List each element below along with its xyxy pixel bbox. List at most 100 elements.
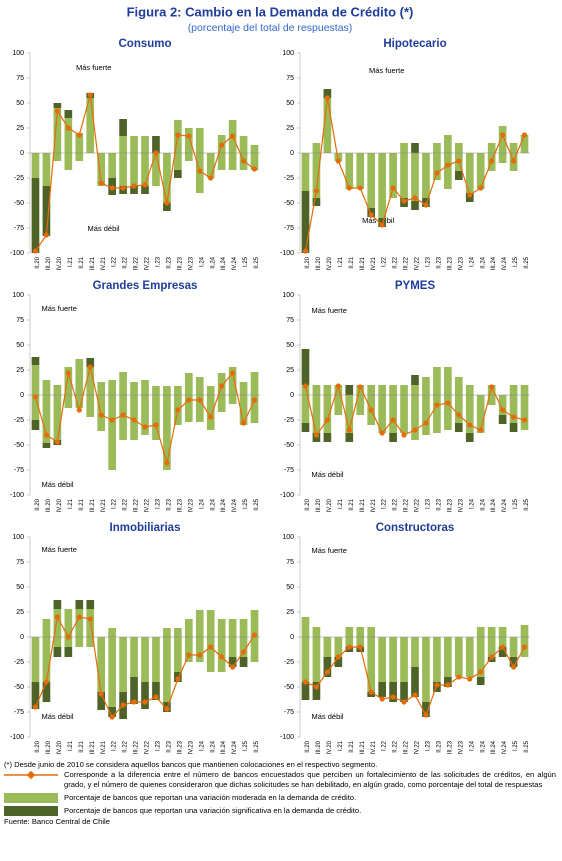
bar-moderate-up [509, 385, 518, 395]
legend-moderate-swatch [4, 793, 58, 803]
bar-moderate-down [400, 395, 408, 433]
net-marker [489, 384, 495, 390]
bar-moderate-up [228, 367, 237, 395]
x-tick-label: I.23 [156, 498, 162, 509]
bar-moderate-up [239, 136, 248, 153]
y-tick-label: 0 [290, 150, 294, 157]
net-marker [208, 414, 214, 420]
bar-moderate-down [31, 153, 40, 178]
x-tick-label: I.24 [469, 256, 475, 267]
net-marker [87, 616, 93, 622]
bar-significant-up [411, 143, 419, 153]
y-tick-label: 75 [16, 559, 24, 566]
bar-moderate-down [444, 395, 452, 430]
bar-moderate-up [108, 380, 116, 395]
y-tick-label: -75 [14, 467, 24, 474]
net-marker [478, 427, 484, 433]
x-tick-label: I.21 [68, 498, 74, 509]
x-tick-label: III.20 [46, 498, 52, 512]
bar-moderate-up [53, 609, 62, 637]
bar-moderate-up [239, 619, 248, 637]
x-tick-label: II.23 [166, 498, 172, 510]
bar-moderate-up [520, 135, 529, 153]
x-tick-label: I.23 [426, 256, 432, 267]
bar-moderate-up [433, 367, 441, 395]
y-tick-label: 25 [16, 125, 24, 132]
x-tick-label: III.21 [90, 740, 96, 754]
bar-moderate-down [312, 637, 321, 682]
bar-moderate-up [400, 143, 408, 153]
net-marker [54, 108, 60, 114]
bar-moderate-down [130, 153, 138, 186]
bar-moderate-down [411, 153, 419, 201]
x-tick-label: III.24 [221, 498, 227, 512]
legend-marker [26, 770, 36, 780]
net-marker [445, 682, 451, 688]
x-tick-label: I.25 [243, 256, 249, 267]
net-marker [302, 679, 309, 685]
x-tick-label: I.25 [243, 740, 249, 751]
annotation-weak: Más débil [42, 712, 74, 721]
x-tick-label: IV.21 [371, 740, 377, 754]
bar-moderate-down [334, 637, 343, 657]
x-tick-label: III.20 [316, 498, 322, 512]
x-tick-label: I.24 [199, 498, 205, 509]
x-tick-label: II.20 [35, 740, 41, 752]
bars [31, 93, 259, 253]
y-tick-label: -25 [284, 175, 294, 182]
bar-moderate-up [130, 382, 138, 395]
x-tick-label: II.21 [349, 256, 355, 268]
net-marker [521, 417, 528, 423]
net-marker [76, 132, 82, 138]
net-marker [240, 649, 247, 655]
x-tick-label: II.23 [436, 256, 442, 268]
y-tick-label: 0 [20, 150, 24, 157]
x-tick-label: IV.23 [188, 740, 194, 754]
bar-moderate-up [465, 385, 474, 395]
bar-moderate-down [389, 153, 397, 198]
net-marker [412, 692, 418, 698]
bar-significant-down [411, 201, 419, 210]
x-tick-label: II.20 [305, 740, 311, 752]
bar-moderate-down [163, 637, 171, 702]
bar-moderate-down [334, 153, 343, 161]
bar-significant-down [163, 203, 171, 211]
bar-moderate-down [64, 637, 73, 647]
bar-moderate-down [195, 395, 204, 422]
net-marker [153, 150, 159, 156]
bar-moderate-down [301, 637, 310, 682]
net-marker [153, 422, 159, 428]
bar-moderate-down [152, 637, 160, 682]
bars [301, 89, 529, 253]
net-marker [186, 397, 192, 403]
net-marker [302, 248, 309, 254]
bar-moderate-down [75, 395, 84, 408]
x-tick-label: IV.20 [57, 740, 63, 754]
bar-moderate-down [228, 395, 237, 404]
net-marker [510, 158, 517, 164]
y-tick-label: -75 [284, 467, 294, 474]
bar-moderate-down [108, 153, 116, 178]
y-tick-label: -100 [280, 492, 294, 499]
y-tick-label: 25 [16, 609, 24, 616]
x-tick-label: III.20 [46, 256, 52, 270]
net-marker [379, 430, 385, 436]
annotation-weak: Más débil [42, 480, 74, 489]
x-tick-label: IV.21 [101, 498, 107, 512]
bar-moderate-down [195, 637, 204, 662]
legend-significant-label: Porcentaje de bancos que reportan una va… [64, 806, 362, 815]
legend-significant-swatch [4, 806, 58, 816]
bar-significant-down [31, 682, 40, 709]
x-tick-label: IV.21 [101, 256, 107, 270]
bar-moderate-up [174, 628, 182, 637]
legend-moderate: Porcentaje de bancos que reportan una va… [4, 793, 556, 803]
bar-moderate-up [389, 385, 397, 395]
y-tick-label: 50 [286, 584, 294, 591]
bar-moderate-up [75, 609, 84, 637]
bar-moderate-up [356, 627, 365, 637]
bar-moderate-up [454, 377, 463, 395]
bar-moderate-up [312, 385, 321, 395]
net-marker [76, 407, 82, 413]
y-tick-label: 100 [12, 292, 24, 299]
bar-moderate-up [130, 136, 138, 153]
